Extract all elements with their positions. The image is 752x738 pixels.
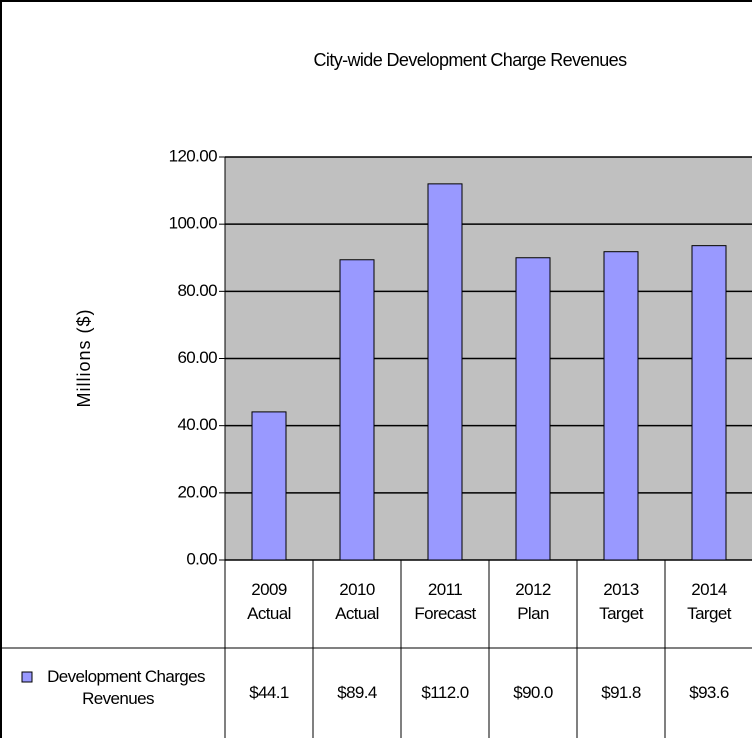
y-tick-label: 120.00 xyxy=(169,146,218,165)
x-tick-label: 2013 Target xyxy=(599,580,643,623)
y-tick-label: 20.00 xyxy=(177,482,217,501)
data-table-value: $93.6 xyxy=(689,683,729,702)
x-tick-label: 2014 Target xyxy=(687,580,731,623)
data-table-value: $90.0 xyxy=(513,683,553,702)
bar xyxy=(515,257,551,561)
chart-title: City-wide Development Charge Revenues xyxy=(313,50,628,70)
bar xyxy=(427,183,463,561)
x-tick-label: 2011 Forecast xyxy=(414,580,476,623)
bar xyxy=(691,245,727,561)
bar xyxy=(603,251,639,561)
y-tick-label: 0.00 xyxy=(186,549,217,568)
x-tick-label: 2012 Plan xyxy=(515,580,551,623)
y-tick-label: 100.00 xyxy=(169,214,218,233)
data-table-value: $89.4 xyxy=(337,683,377,702)
y-tick-label: 40.00 xyxy=(177,415,217,434)
data-table-value: $91.8 xyxy=(601,683,641,702)
bar xyxy=(339,259,375,561)
x-tick-label: 2009 Actual xyxy=(247,580,291,623)
legend-swatch xyxy=(21,671,33,683)
y-tick-label: 80.00 xyxy=(177,281,217,300)
data-table-value: $44.1 xyxy=(249,683,289,702)
data-table-value: $112.0 xyxy=(421,683,469,702)
x-tick-label: 2010 Actual xyxy=(335,580,379,623)
y-axis-label: Millions ($) xyxy=(74,308,94,407)
bar xyxy=(251,411,287,561)
y-tick-label: 60.00 xyxy=(177,348,217,367)
legend-label: Development Charges Revenues xyxy=(47,667,205,708)
